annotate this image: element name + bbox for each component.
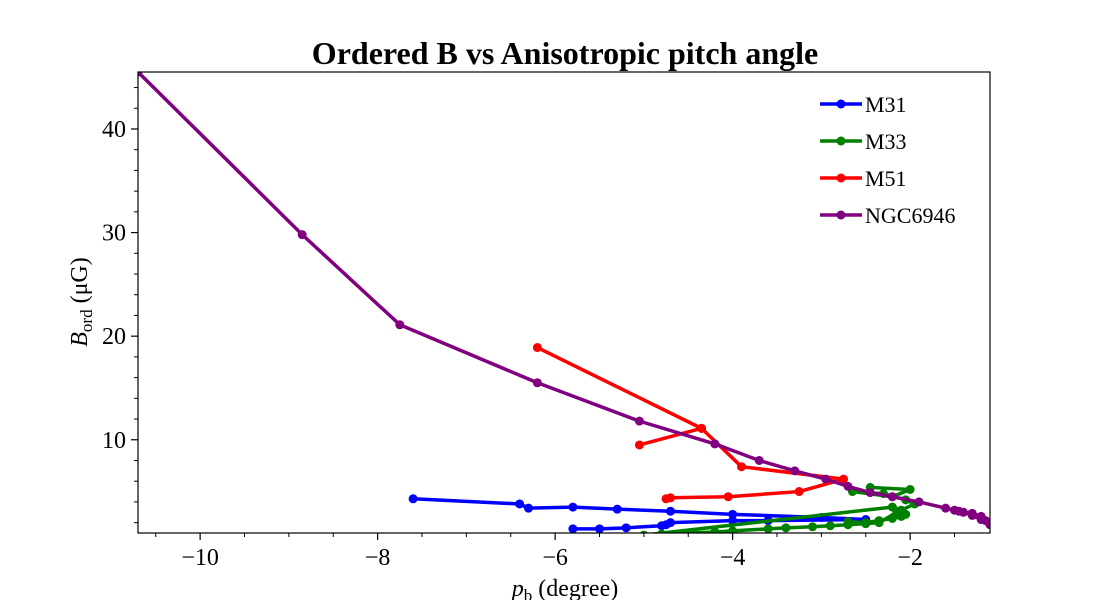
y-axis-label-main: B: [67, 332, 93, 347]
data-point: [728, 509, 738, 519]
legend-marker: [836, 136, 846, 146]
data-point: [865, 488, 875, 498]
data-point: [568, 502, 578, 512]
data-point: [958, 507, 968, 517]
series-line-m51: [535, 345, 846, 501]
series-m51: [532, 343, 849, 504]
legend-marker: [836, 99, 846, 109]
data-point: [634, 416, 644, 426]
legend-entry-m33: M33: [820, 129, 907, 154]
series-layer: [138, 72, 990, 533]
chart-title: Ordered B vs Anisotropic pitch angle: [312, 35, 818, 71]
data-point: [843, 481, 853, 491]
data-point: [666, 506, 675, 516]
data-point: [887, 492, 897, 502]
data-point: [950, 505, 959, 515]
data-point: [985, 520, 990, 530]
data-point: [138, 72, 143, 77]
legend-label: M51: [865, 166, 907, 191]
data-point: [808, 522, 817, 532]
series-ngc6946: [138, 72, 990, 530]
series-line-m31: [411, 497, 868, 531]
legend-label: M33: [865, 129, 907, 154]
data-point: [794, 487, 804, 497]
data-point: [524, 503, 533, 513]
data-point: [683, 528, 693, 533]
data-point: [976, 515, 986, 525]
x-tick-label: −2: [897, 545, 923, 571]
data-point: [967, 510, 977, 520]
data-point: [763, 524, 773, 533]
data-point: [408, 494, 418, 504]
data-point: [941, 503, 951, 513]
data-point: [532, 378, 542, 388]
data-point: [515, 499, 525, 509]
data-point: [821, 474, 831, 484]
data-point: [710, 527, 720, 533]
data-point: [914, 497, 924, 507]
data-point: [657, 521, 667, 531]
data-point: [874, 516, 884, 526]
legend-entry-m51: M51: [820, 166, 907, 191]
data-point: [861, 518, 871, 528]
data-point: [657, 529, 666, 533]
x-tick-label: −4: [720, 545, 746, 571]
data-point: [839, 474, 849, 484]
legend-label: NGC6946: [865, 203, 955, 228]
y-tick-label: 30: [102, 221, 126, 247]
data-point: [639, 530, 648, 533]
data-point: [728, 526, 738, 533]
data-point: [568, 524, 578, 533]
y-axis-label-rest: (μG): [67, 257, 93, 309]
data-point: [896, 511, 906, 521]
data-point: [728, 516, 738, 526]
data-point: [395, 320, 405, 330]
y-axis-label-sub: ord: [77, 309, 96, 332]
x-tick-label: −8: [365, 545, 391, 571]
data-point: [887, 514, 897, 523]
data-point: [621, 523, 631, 533]
plot-frame: [137, 71, 991, 534]
data-point: [634, 440, 644, 450]
legend-label: M31: [865, 92, 907, 117]
x-axis-label-main: p: [510, 576, 524, 600]
data-point: [612, 504, 622, 514]
legend-marker: [836, 173, 846, 183]
data-point: [790, 466, 800, 476]
y-tick-label: 10: [102, 428, 126, 454]
data-point: [781, 523, 791, 533]
data-point: [843, 517, 853, 527]
data-point: [887, 502, 897, 512]
x-tick-label: −6: [542, 545, 568, 571]
series-line-ngc6946: [138, 72, 990, 527]
y-tick-label: 20: [102, 324, 126, 350]
y-tick-label: 40: [102, 117, 126, 143]
legend: M31 M33 M51 NGC6946: [820, 92, 955, 228]
x-tick-label: −10: [181, 545, 219, 571]
data-point: [754, 455, 764, 465]
data-point: [697, 423, 707, 433]
y-axis-label: Bord (μG): [67, 257, 96, 347]
legend-entry-m31: M31: [820, 92, 907, 117]
ticks-layer: −10 −8 −6 −4 −2 10 20 30 40: [102, 87, 955, 571]
x-axis-label-rest: (degree): [532, 576, 618, 600]
data-point: [595, 524, 604, 533]
data-point: [297, 230, 307, 240]
data-point: [905, 484, 915, 494]
data-point: [710, 439, 720, 449]
data-point: [723, 492, 733, 502]
x-axis-label: pb (degree): [510, 576, 618, 600]
data-point: [737, 462, 746, 472]
data-point: [661, 494, 671, 504]
data-point: [825, 521, 835, 531]
data-point: [532, 343, 542, 353]
legend-marker: [836, 210, 846, 220]
legend-entry-ngc6946: NGC6946: [820, 203, 955, 228]
x-axis-label-sub: b: [524, 586, 533, 600]
